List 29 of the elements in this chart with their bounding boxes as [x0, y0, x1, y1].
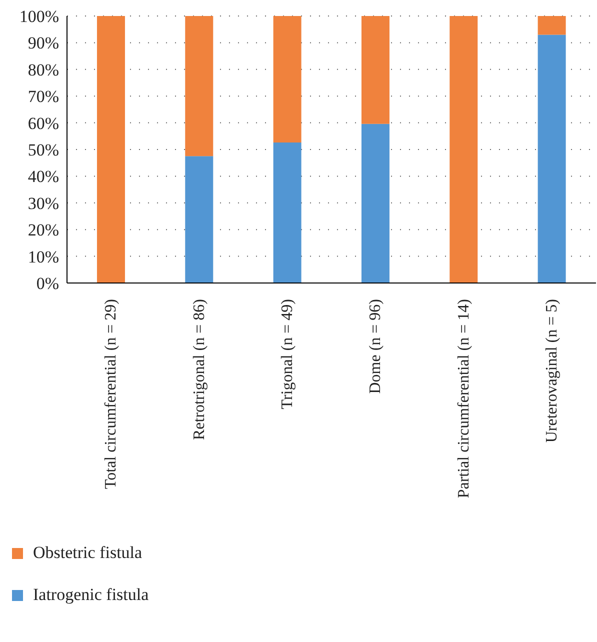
bar	[273, 142, 302, 283]
x-tick-label: Retrotrigonal (n = 86)	[190, 299, 208, 440]
bar	[361, 124, 390, 283]
x-tick-label: Ureterovaginal (n = 5)	[543, 299, 560, 443]
x-tick-label: Partial circumferential (n = 14)	[455, 299, 472, 498]
x-tick-label: Trigonal (n = 49)	[278, 299, 296, 410]
bar	[361, 16, 390, 124]
legend-label: Iatrogenic fistula	[33, 585, 149, 605]
bar	[538, 34, 566, 283]
y-tick-label: 80%	[28, 60, 59, 80]
bar	[96, 16, 125, 283]
x-tick-label: Total circumferential (n = 29)	[102, 299, 120, 490]
legend-label: Obstetric fistula	[33, 543, 142, 563]
bar	[450, 16, 478, 283]
y-tick-label: 30%	[28, 194, 59, 213]
bar	[538, 16, 566, 35]
x-tick-label: Dome (n = 96)	[367, 299, 384, 394]
y-tick-label: 40%	[28, 167, 59, 186]
y-tick-label: 20%	[28, 220, 59, 240]
y-tick-label: 10%	[28, 247, 59, 266]
y-tick-label: 50%	[28, 140, 59, 160]
y-tick-label: 70%	[28, 87, 59, 106]
bar	[185, 156, 214, 283]
y-tick-label: 100%	[19, 7, 59, 26]
bar	[273, 16, 302, 143]
y-tick-label: 0%	[36, 274, 59, 294]
y-tick-label: 60%	[28, 114, 59, 133]
y-tick-label: 90%	[28, 34, 59, 53]
bar	[185, 16, 214, 156]
